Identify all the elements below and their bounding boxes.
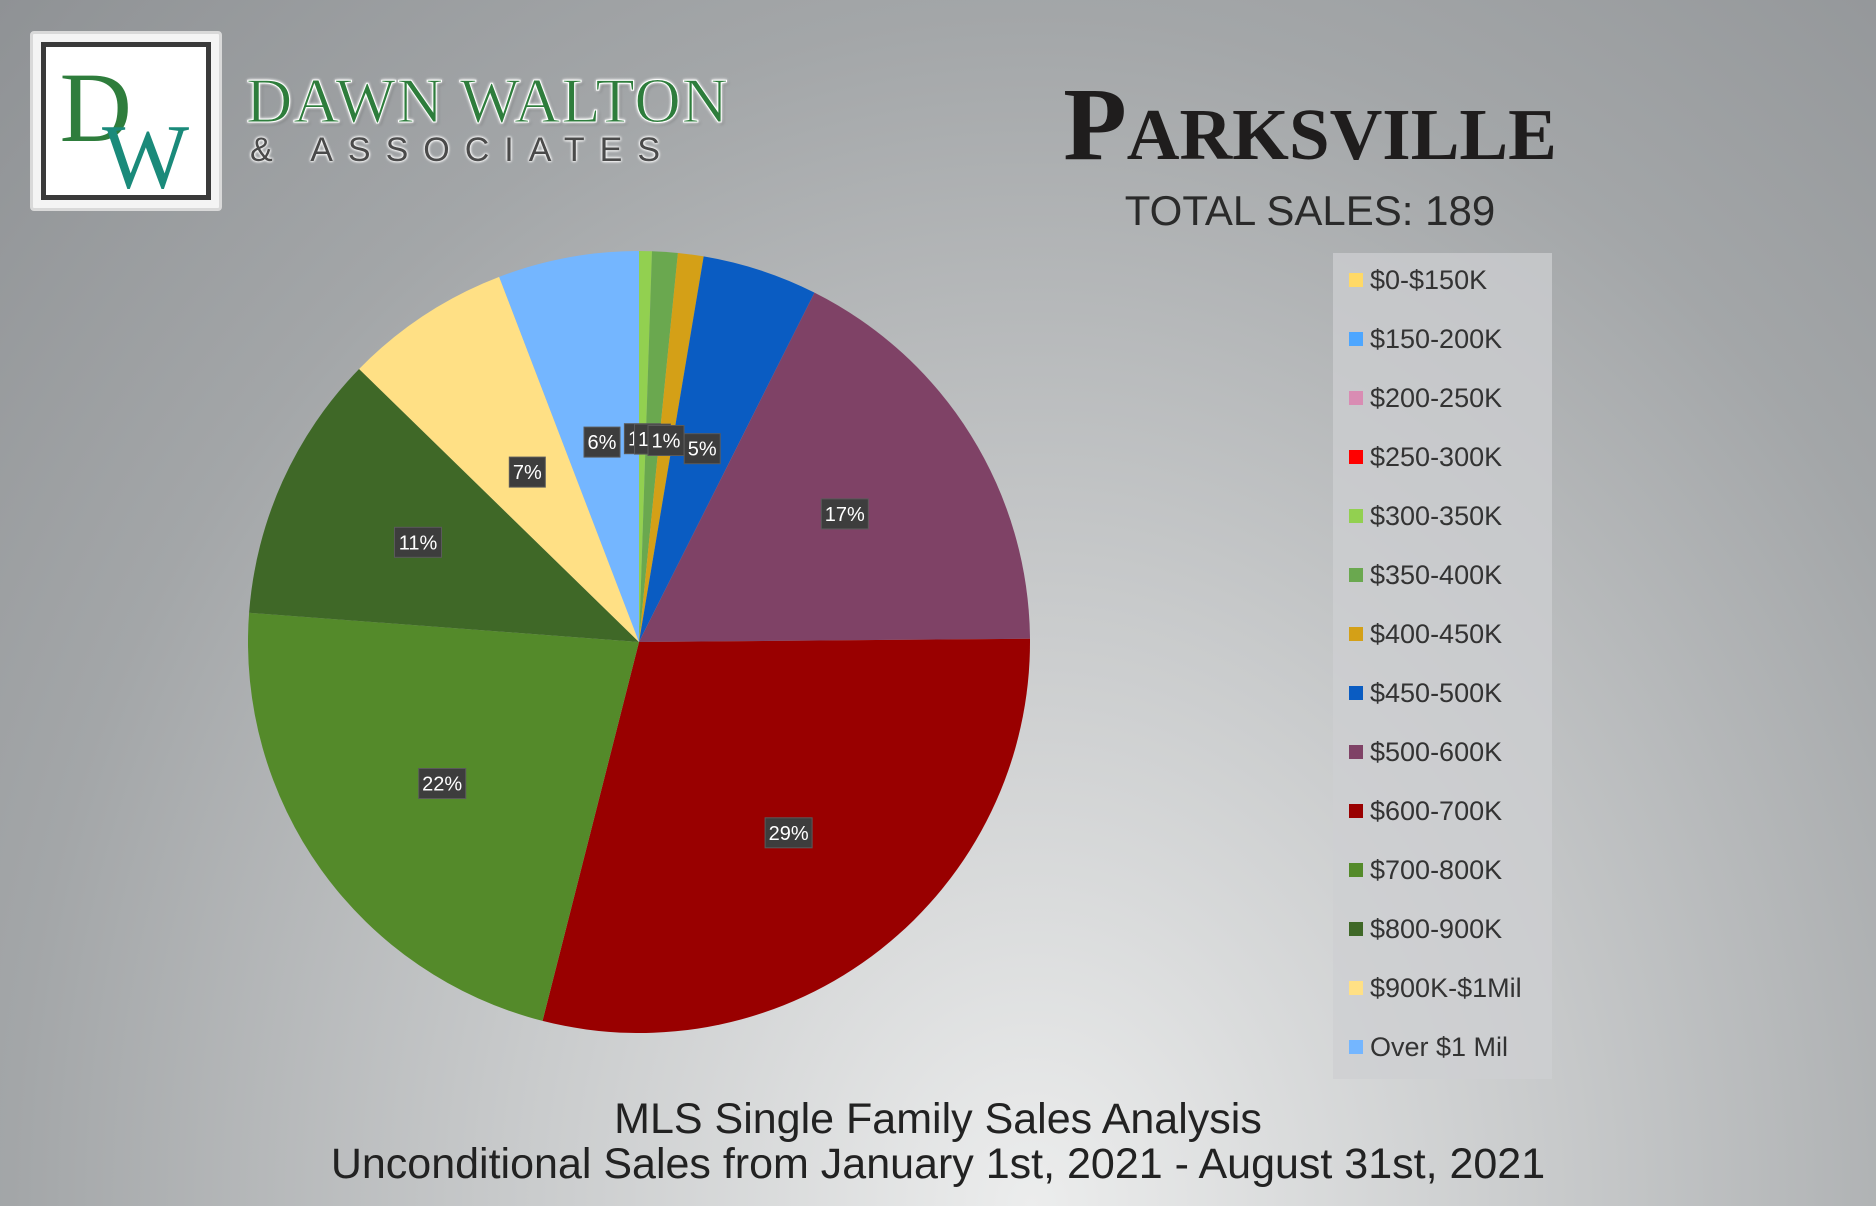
- data-label-box: [418, 768, 467, 799]
- pie-slice: [247, 612, 639, 1021]
- legend-label: $600-700K: [1370, 795, 1503, 826]
- legend-swatch: [1349, 922, 1363, 936]
- chart-caption-line2: Unconditional Sales from January 1st, 20…: [330, 1140, 1546, 1188]
- brand-name: DAWN WALTON: [246, 65, 729, 136]
- legend-swatch: [1349, 450, 1363, 464]
- legend-swatch: [1349, 804, 1363, 818]
- legend-item: $400-450K: [1349, 616, 1502, 652]
- legend-swatch: [1349, 981, 1363, 995]
- legend-label: $150-200K: [1370, 323, 1503, 354]
- pie-slice: [359, 276, 639, 642]
- legend-label: $400-450K: [1370, 618, 1503, 649]
- brand-subtitle: & ASSOCIATES: [250, 131, 676, 169]
- legend-label: Over $1 Mil: [1370, 1031, 1509, 1062]
- pie-slice: [639, 292, 1030, 642]
- chart-legend: $0-$150K $150-200K $200-250K $250-300K $300-…: [1333, 253, 1552, 1079]
- data-label-text: 22%: [422, 774, 462, 796]
- chart-caption-line1: MLS Single Family Sales Analysis: [614, 1095, 1262, 1143]
- data-label-box: [583, 426, 621, 458]
- legend-swatch: [1349, 391, 1363, 405]
- legend-label: $0-$150K: [1370, 264, 1488, 295]
- pie-data-label: 1%: [647, 425, 685, 456]
- legend-swatch: [1349, 627, 1363, 641]
- logo-letter-d: D: [60, 52, 132, 163]
- legend-label: $900K-$1Mil: [1370, 972, 1522, 1003]
- data-label-box: [683, 433, 721, 465]
- pie-slice: [499, 251, 639, 642]
- data-label-text: 6%: [588, 432, 617, 454]
- legend-label: $800-900K: [1370, 913, 1503, 944]
- legend-swatch: [1349, 745, 1363, 759]
- legend-item: $500-600K: [1349, 734, 1502, 770]
- legend-item: $900K-$1Mil: [1349, 970, 1522, 1006]
- logo-letter-w: W: [102, 105, 189, 195]
- legend-item: $600-700K: [1349, 793, 1502, 829]
- pie-data-label: 11%: [394, 526, 442, 558]
- logo-monogram: D W: [60, 52, 189, 195]
- data-label-box: [508, 456, 546, 488]
- legend-item: Over $1 Mil: [1349, 1029, 1508, 1065]
- legend-swatch: [1349, 273, 1363, 287]
- total-sales: TOTAL SALES: 189: [1124, 187, 1496, 234]
- legend-item: $350-400K: [1349, 557, 1502, 593]
- legend-item: $200-250K: [1349, 380, 1502, 416]
- logo-frame: D W: [41, 42, 211, 200]
- legend-item: $0-$150K: [1349, 262, 1487, 298]
- legend-label: $250-300K: [1370, 441, 1503, 472]
- data-label-box: [764, 817, 813, 849]
- pie-data-label: 6%: [583, 426, 621, 458]
- data-label-box: [394, 526, 442, 558]
- pie-data-label: 22%: [418, 768, 467, 799]
- legend-item: $450-500K: [1349, 675, 1502, 711]
- legend-swatch: [1349, 863, 1363, 877]
- legend-swatch: [1349, 1040, 1363, 1054]
- pie-data-labels: 1%1%1%5%17%29%22%11%7%6%: [394, 423, 869, 849]
- logo: D W: [30, 31, 222, 211]
- page-title: Parksville: [1063, 67, 1557, 182]
- legend-label: $500-600K: [1370, 736, 1503, 767]
- legend-item: $800-900K: [1349, 911, 1502, 947]
- legend-label: $200-250K: [1370, 382, 1503, 413]
- legend-label: $300-350K: [1370, 500, 1503, 531]
- pie-data-label: 5%: [683, 433, 721, 465]
- legend-item: $150-200K: [1349, 321, 1502, 357]
- data-label-text: 1%: [652, 431, 681, 453]
- data-label-box: [820, 498, 869, 530]
- legend-swatch: [1349, 509, 1363, 523]
- legend-item: $300-350K: [1349, 498, 1502, 534]
- legend-item: $700-800K: [1349, 852, 1502, 888]
- pie-slices: [247, 251, 1031, 1034]
- data-label-text: 5%: [688, 439, 717, 461]
- legend-swatch: [1349, 332, 1363, 346]
- legend-swatch: [1349, 568, 1363, 582]
- pie-slice: [639, 256, 815, 642]
- data-label-text: 29%: [769, 823, 809, 845]
- legend-label: $450-500K: [1370, 677, 1503, 708]
- legend-label: $350-400K: [1370, 559, 1503, 590]
- data-label-text: 17%: [825, 504, 865, 526]
- data-label-text: 7%: [513, 462, 542, 484]
- pie-data-label: 7%: [508, 456, 546, 488]
- legend-label: $700-800K: [1370, 854, 1503, 885]
- legend-swatch: [1349, 686, 1363, 700]
- pie-data-label: 29%: [764, 817, 813, 849]
- data-label-box: [647, 425, 685, 456]
- pie-data-label: 17%: [820, 498, 869, 530]
- pie-slice: [249, 368, 639, 642]
- legend-item: $250-300K: [1349, 439, 1502, 475]
- data-label-text: 11%: [399, 532, 438, 554]
